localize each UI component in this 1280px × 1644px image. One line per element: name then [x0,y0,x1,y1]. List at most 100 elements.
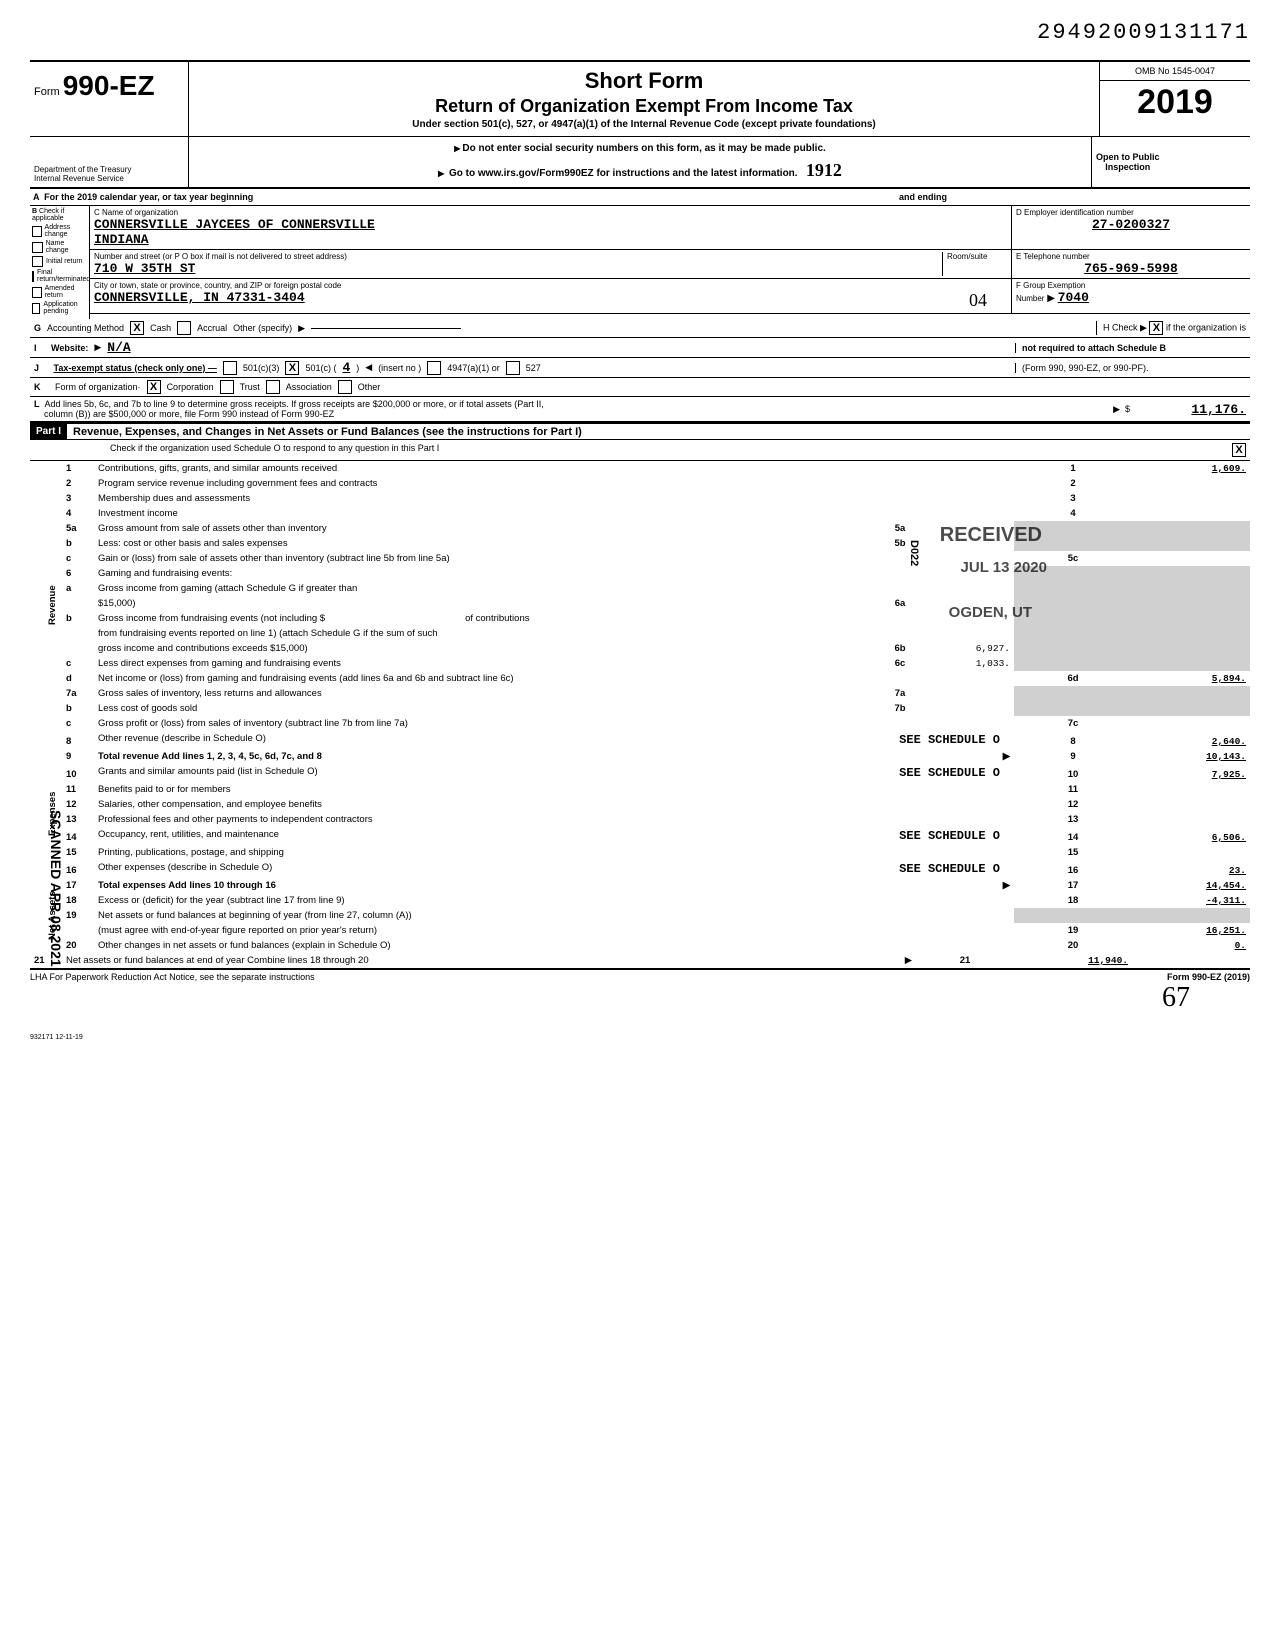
table-row: bLess: cost or other basis and sales exp… [30,536,1250,551]
cb-address-change[interactable] [32,226,42,237]
cb-4947[interactable] [427,361,441,375]
line-description: Program service revenue including govern… [94,476,1014,491]
line-number: 6 [62,566,94,581]
line-number: 17 [62,878,94,893]
phone: 765-969-5998 [1016,261,1246,276]
cb-trust[interactable] [220,380,234,394]
amount-label: 16 [1014,860,1132,878]
table-row: gross income and contributions exceeds $… [30,641,1250,656]
inspection: Inspection [1105,162,1150,172]
501c-number: 4 [342,360,350,375]
part-1-table: Revenue1Contributions, gifts, grants, an… [30,461,1250,968]
mid-amount [916,701,1014,716]
cb-initial-return[interactable] [32,256,43,267]
signature-initials: 67 [1162,982,1190,1013]
line-number: 19 [62,908,94,923]
mid-label: 6b [884,641,916,656]
warning-1: Do not enter social security numbers on … [195,143,1085,154]
amount-label: 14 [1014,827,1132,845]
table-row: dNet income or (loss) from gaming and fu… [30,671,1250,686]
amount-value: 5,894. [1132,671,1250,686]
table-row: Expenses9Total revenue Add lines 1, 2, 3… [30,749,1250,764]
table-row: 19Net assets or fund balances at beginni… [30,908,1250,923]
mid-label: 5a [884,521,916,536]
mid-label: 7b [884,701,916,716]
form-label: Form 990-EZ [34,70,184,102]
cb-527[interactable] [506,361,520,375]
line-description: Other expenses (describe in Schedule O)S… [94,860,1014,878]
group-exemption: 7040 [1058,290,1089,305]
line-description: Gross income from gaming (attach Schedul… [94,581,1014,596]
table-row: 11Benefits paid to or for members11 [30,782,1250,797]
part-1-header: Part I Revenue, Expenses, and Changes in… [30,423,1250,440]
line-number [62,596,94,611]
check-if-label: Check if applicable [32,208,64,222]
row-l: L Add lines 5b, 6c, and 7b to line 9 to … [30,397,1250,423]
cb-assoc[interactable] [266,380,280,394]
table-row: 16Other expenses (describe in Schedule O… [30,860,1250,878]
print-code: 932171 12-11-19 [30,1034,1250,1041]
received-stamp: RECEIVED [932,520,1050,551]
line-description: Less direct expenses from gaming and fun… [94,656,884,671]
line-number: 13 [62,812,94,827]
line-number: 16 [62,860,94,878]
amount-label: 9 [1014,749,1132,764]
cb-501c3[interactable] [223,361,237,375]
table-row: Net Assets17Total expenses Add lines 10 … [30,878,1250,893]
amount-label: 1 [1014,461,1132,476]
row-a: A For the 2019 calendar year, or tax yea… [30,189,1250,206]
cb-other-org[interactable] [338,380,352,394]
open-public: Open to Public [1096,152,1160,162]
line-description: Contributions, gifts, grants, and simila… [94,461,1014,476]
cb-schedule-o[interactable]: X [1232,443,1246,457]
line-number [62,923,94,938]
line-description: (must agree with end-of-year figure repo… [94,923,1014,938]
cb-cash[interactable]: X [130,321,144,335]
document-id: 29492009131171 [30,20,1250,45]
amount-value: 0. [1132,938,1250,953]
amount-label: 15 [1014,845,1132,860]
cb-amended[interactable] [32,287,42,298]
cb-h[interactable]: X [1149,321,1163,335]
line-description: Membership dues and assessments [94,491,1014,506]
table-row: bGross income from fundraising events (n… [30,611,1250,626]
form-title-1: Short Form [195,68,1093,94]
cb-corp[interactable]: X [147,380,161,394]
row-j: J Tax-exempt status (check only one) — 5… [30,358,1250,378]
line-number: 8 [62,731,94,749]
mid-label: 6c [884,656,916,671]
street-address: 710 W 35TH ST [94,261,942,276]
cb-accrual[interactable] [177,321,191,335]
line-description: Occupancy, rent, utilities, and maintena… [94,827,1014,845]
received-date-stamp: JUL 13 2020 [953,555,1055,580]
amount-value: 14,454. [1132,878,1250,893]
amount-label: 19 [1014,923,1132,938]
line-number: 12 [62,797,94,812]
cb-501c[interactable]: X [285,361,299,375]
row-i: I Website: ▶ N/A not required to attach … [30,338,1250,358]
cb-final-return[interactable] [32,271,34,282]
table-row: bLess cost of goods sold7b [30,701,1250,716]
cb-app-pending[interactable] [32,303,40,314]
line-number: 3 [62,491,94,506]
line-description: Gross amount from sale of assets other t… [94,521,884,536]
table-row: from fundraising events reported on line… [30,626,1250,641]
line-description: Professional fees and other payments to … [94,812,1014,827]
mid-label: 6a [884,596,916,611]
cb-name-change[interactable] [32,242,43,253]
form-header-2: Department of the Treasury Internal Reve… [30,137,1250,189]
amount-value [1132,812,1250,827]
amount-value [1132,845,1250,860]
form-title-2: Return of Organization Exempt From Incom… [195,96,1093,117]
line-number: b [62,611,94,626]
form-header: Form 990-EZ Short Form Return of Organiz… [30,60,1250,137]
table-row: 18Excess or (deficit) for the year (subt… [30,893,1250,908]
line-description: Grants and similar amounts paid (list in… [94,764,1014,782]
gross-receipts: 11,176. [1136,402,1246,417]
city-state-zip: CONNERSVILLE, IN 47331-3404 [94,290,305,305]
line-number: 14 [62,827,94,845]
label-city: City or town, state or province, country… [94,281,1007,290]
line-number: b [62,701,94,716]
line-number [62,641,94,656]
label-room: Room/suite [947,252,1007,261]
